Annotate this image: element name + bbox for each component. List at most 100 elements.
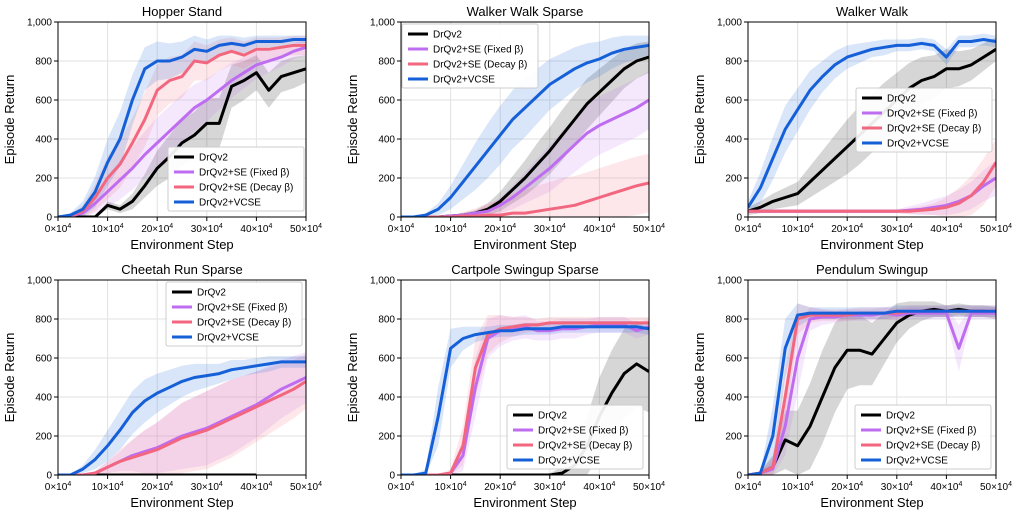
y-tick-label: 0 xyxy=(46,213,52,224)
chart-panel-3: 00×104 200 10×104 400 20×104 600 30×104 800 40×1… xyxy=(692,4,1012,252)
x-tick-label: 40×104 xyxy=(930,481,962,493)
plot-area xyxy=(748,301,996,475)
line-vcse xyxy=(401,325,649,475)
y-tick-label: 400 xyxy=(725,393,742,404)
y-tick-label: 0 xyxy=(736,471,742,482)
band-se-decay xyxy=(748,139,996,217)
legend: DrQv2 DrQv2+SE (Fixed β) DrQv2+SE (Decay β… xyxy=(401,23,539,89)
x-tick-label: 50×104 xyxy=(290,223,322,235)
band-se-decay xyxy=(748,303,996,475)
legend-box xyxy=(165,281,303,347)
band-se-fixed xyxy=(58,352,306,475)
panel-title: Cheetah Run Sparse xyxy=(121,262,242,277)
legend-label-se-decay: DrQv2+SE (Decay β) xyxy=(538,441,632,452)
x-axis-label: Environment Step xyxy=(130,237,233,252)
y-tick-label: 200 xyxy=(35,174,52,185)
legend-label-se-fixed: DrQv2+SE (Fixed β) xyxy=(197,303,288,314)
legend: DrQv2 DrQv2+SE (Fixed β) DrQv2+SE (Decay β… xyxy=(855,87,993,153)
y-tick-label: 800 xyxy=(35,57,52,68)
line-vcse xyxy=(58,38,306,217)
band-drqv2 xyxy=(748,301,996,475)
legend-label-se-decay: DrQv2+SE (Decay β) xyxy=(887,124,981,135)
panel-title: Walker Walk Sparse xyxy=(467,4,584,19)
x-tick-label: 30×104 xyxy=(881,223,913,235)
y-tick-label: 400 xyxy=(35,393,52,404)
line-vcse xyxy=(748,309,996,475)
x-tick-label: 20×104 xyxy=(141,481,173,493)
x-axis-label: Environment Step xyxy=(820,237,923,252)
legend-label-se-fixed: DrQv2+SE (Fixed β) xyxy=(886,426,977,437)
legend-label-se-fixed: DrQv2+SE (Fixed β) xyxy=(887,109,978,120)
y-axis-label: Episode Return xyxy=(692,75,707,165)
plot-area xyxy=(58,35,306,217)
x-tick-label: 20×104 xyxy=(484,481,516,493)
y-axis-label: Episode Return xyxy=(345,333,360,423)
x-axis-label: Environment Step xyxy=(820,495,923,510)
y-tick-label: 1,000 xyxy=(370,18,395,29)
x-axis-label: Environment Step xyxy=(130,495,233,510)
line-se-decay xyxy=(748,161,996,213)
x-tick-label: 0×104 xyxy=(388,223,415,235)
line-drqv2 xyxy=(401,362,649,475)
legend-label-drqv2: DrQv2 xyxy=(199,153,228,164)
axes-frame xyxy=(747,279,997,476)
line-se-decay xyxy=(58,380,306,475)
x-tick-label: 0×104 xyxy=(735,223,762,235)
y-tick-label: 800 xyxy=(725,315,742,326)
x-tick-label: 40×104 xyxy=(583,223,615,235)
y-tick-label: 600 xyxy=(725,96,742,107)
x-tick-label: 50×104 xyxy=(980,481,1012,493)
band-se-decay xyxy=(401,315,649,475)
y-tick-label: 200 xyxy=(378,174,395,185)
x-axis-label: Environment Step xyxy=(473,237,576,252)
chart-panel-4: 00×104 200 10×104 400 20×104 600 30×104 800 40×1… xyxy=(2,262,322,510)
x-tick-label: 20×104 xyxy=(141,223,173,235)
y-tick-label: 1,000 xyxy=(370,276,395,287)
x-tick-label: 0×104 xyxy=(735,481,762,493)
panel-title: Cartpole Swingup Sparse xyxy=(451,262,598,277)
y-tick-label: 200 xyxy=(725,432,742,443)
y-tick-label: 400 xyxy=(378,135,395,146)
chart-panel-6: 00×104 200 10×104 400 20×104 600 30×104 800 40×1… xyxy=(692,262,1012,510)
axes-frame xyxy=(400,279,650,476)
line-vcse xyxy=(748,38,996,209)
y-tick-label: 0 xyxy=(389,213,395,224)
x-tick-label: 50×104 xyxy=(633,223,665,235)
legend-label-se-fixed: DrQv2+SE (Fixed β) xyxy=(538,426,629,437)
y-tick-label: 800 xyxy=(35,315,52,326)
band-vcse xyxy=(58,35,306,217)
x-tick-label: 10×104 xyxy=(435,223,467,235)
x-tick-label: 30×104 xyxy=(191,481,223,493)
band-vcse xyxy=(401,35,649,217)
y-tick-label: 800 xyxy=(378,57,395,68)
band-se-fixed xyxy=(748,160,996,216)
x-tick-label: 50×104 xyxy=(633,481,665,493)
legend-label-se-decay: DrQv2+SE (Decay β) xyxy=(199,183,293,194)
band-vcse xyxy=(748,33,996,214)
x-tick-label: 0×104 xyxy=(45,481,72,493)
x-tick-label: 40×104 xyxy=(930,223,962,235)
y-tick-label: 1,000 xyxy=(27,276,52,287)
x-tick-label: 10×104 xyxy=(782,223,814,235)
y-tick-label: 200 xyxy=(35,432,52,443)
legend-label-vcse: DrQv2+VCSE xyxy=(887,139,949,150)
axes-frame xyxy=(57,279,307,476)
x-tick-label: 40×104 xyxy=(240,223,272,235)
y-tick-label: 400 xyxy=(725,135,742,146)
band-se-fixed xyxy=(401,315,649,475)
y-tick-label: 0 xyxy=(736,213,742,224)
y-axis-label: Episode Return xyxy=(692,333,707,423)
x-tick-label: 20×104 xyxy=(831,481,863,493)
band-vcse xyxy=(748,303,996,475)
x-tick-label: 40×104 xyxy=(583,481,615,493)
x-tick-label: 30×104 xyxy=(534,223,566,235)
y-tick-label: 600 xyxy=(725,354,742,365)
legend-label-se-decay: DrQv2+SE (Decay β) xyxy=(197,318,291,329)
line-se-decay xyxy=(401,181,649,217)
legend-box xyxy=(506,404,644,470)
legend-label-se-decay: DrQv2+SE (Decay β) xyxy=(886,441,980,452)
y-tick-label: 600 xyxy=(35,354,52,365)
legend: DrQv2 DrQv2+SE (Fixed β) DrQv2+SE (Decay β… xyxy=(854,404,992,470)
panel-title: Hopper Stand xyxy=(142,4,222,19)
x-tick-label: 0×104 xyxy=(388,481,415,493)
